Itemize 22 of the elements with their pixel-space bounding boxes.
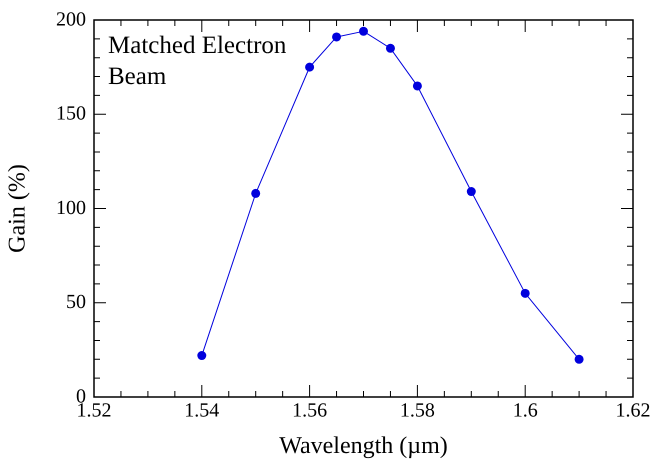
x-tick-label: 1.6 <box>512 399 538 422</box>
point <box>386 44 395 53</box>
point <box>305 62 314 72</box>
x-tick-label: 1.58 <box>400 399 435 422</box>
point <box>520 288 530 298</box>
y-tick-label: 200 <box>56 8 86 30</box>
x-tick-label: 1.56 <box>292 399 328 422</box>
point <box>251 188 260 198</box>
y-axis-title: Gain (%) <box>4 164 31 253</box>
x-axis-title: Wavelength (µm) <box>279 432 448 459</box>
point <box>359 26 368 36</box>
x-tick-label: 1.62 <box>616 399 650 422</box>
y-tick-label: 150 <box>56 102 86 124</box>
point <box>332 32 342 42</box>
point <box>412 81 422 90</box>
y-tick-label: 50 <box>66 291 86 313</box>
point <box>574 354 584 364</box>
y-tick-label: 100 <box>56 196 86 219</box>
point <box>466 187 476 196</box>
annotation: Matched Electron Beam <box>108 32 287 90</box>
x-tick-label: 1.54 <box>184 399 220 422</box>
point <box>197 351 206 360</box>
